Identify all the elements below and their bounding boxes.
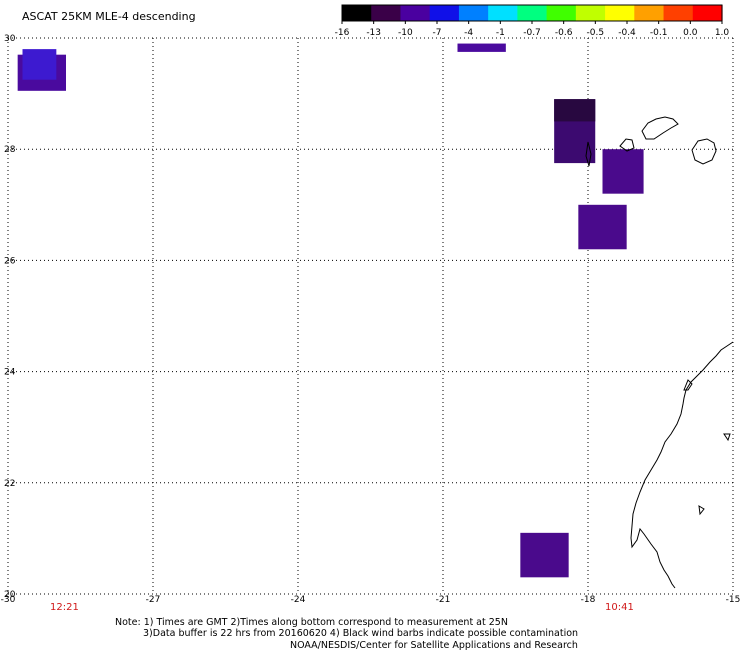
colorbar-segment [517, 5, 548, 21]
colorbar-tick-label: 0.0 [683, 28, 698, 38]
island-gran-canaria [691, 138, 717, 165]
colorbar-segment [663, 5, 694, 21]
longitude-label: -21 [436, 595, 451, 605]
island-la-palma [585, 141, 592, 167]
colorbar-tick-label: -0.6 [555, 28, 573, 38]
wind-data-cell [554, 99, 596, 122]
colorbar-tick-label: -10 [398, 28, 413, 38]
note-line-3: NOAA/NESDIS/Center for Satellite Applica… [290, 640, 578, 650]
latitude-label: 26 [4, 256, 16, 266]
island-tenerife [641, 116, 679, 140]
wind-data-cell [22, 49, 57, 80]
island-small-1 [723, 433, 731, 442]
wind-data-cells [17, 43, 644, 578]
time-label-left: 12:21 [50, 602, 79, 613]
island-la-gomera [619, 138, 635, 152]
latitude-label: 20 [4, 590, 16, 600]
colorbar-segment [400, 5, 431, 21]
map-title: ASCAT 25KM MLE-4 descending [22, 10, 196, 23]
latitude-label: 30 [4, 34, 16, 44]
colorbar-tick-label: -0.7 [523, 28, 541, 38]
longitude-label: -24 [291, 595, 306, 605]
latitude-labels: 30 28 26 24 22 20 [4, 34, 16, 600]
colorbar-tick-label: 1.0 [715, 28, 730, 38]
coastline [585, 116, 734, 589]
colorbar-segment [371, 5, 402, 21]
longitude-labels: -30 -27 -24 -21 -18 -15 [1, 595, 740, 605]
colorbar-tick-label: -13 [366, 28, 381, 38]
latitude-label: 28 [4, 145, 16, 155]
wind-data-cell [602, 149, 644, 194]
colorbar-segment [546, 5, 577, 21]
colorbar-segment [634, 5, 665, 21]
colorbar-tick-label: -16 [335, 28, 350, 38]
coastline-africa [630, 341, 734, 589]
note-line-1: Note: 1) Times are GMT 2)Times along bot… [115, 617, 508, 628]
longitude-label: -30 [1, 595, 16, 605]
colorbar-segment [692, 5, 723, 21]
colorbar-segment [605, 5, 635, 21]
colorbar-segment [575, 5, 606, 21]
colorbar-tick-label: -4 [464, 28, 473, 38]
colorbar-segment [342, 5, 372, 21]
colorbar-legend: -16 -13 -10 -7 -4 -1 -0.7 -0.6 -0.5 -0.4 -0.1 0.0 1.… [335, 4, 730, 38]
wind-data-cell [578, 204, 627, 250]
colorbar-tick-label: -1 [496, 28, 505, 38]
colorbar-tick-label: -0.5 [587, 28, 605, 38]
wind-data-cell [457, 43, 506, 52]
note-line-2: 3)Data buffer is 22 hrs from 20160620 4)… [143, 628, 578, 639]
colorbar-tick-label: -0.1 [650, 28, 668, 38]
latitude-label: 22 [4, 479, 15, 489]
colorbar-tick-label: -0.4 [618, 28, 636, 38]
longitude-label: -18 [581, 595, 596, 605]
colorbar-segment [458, 5, 489, 21]
latitude-label: 24 [4, 368, 16, 378]
longitude-label: -15 [726, 595, 740, 605]
wind-data-cell [520, 532, 569, 578]
colorbar-segment [488, 5, 518, 21]
colorbar-segment [429, 5, 460, 21]
time-label-right: 10:41 [605, 602, 634, 613]
island-small-2 [698, 505, 705, 516]
coastline-inlet [683, 379, 693, 391]
longitude-label: -27 [146, 595, 161, 605]
colorbar-tick-label: -7 [433, 28, 442, 38]
